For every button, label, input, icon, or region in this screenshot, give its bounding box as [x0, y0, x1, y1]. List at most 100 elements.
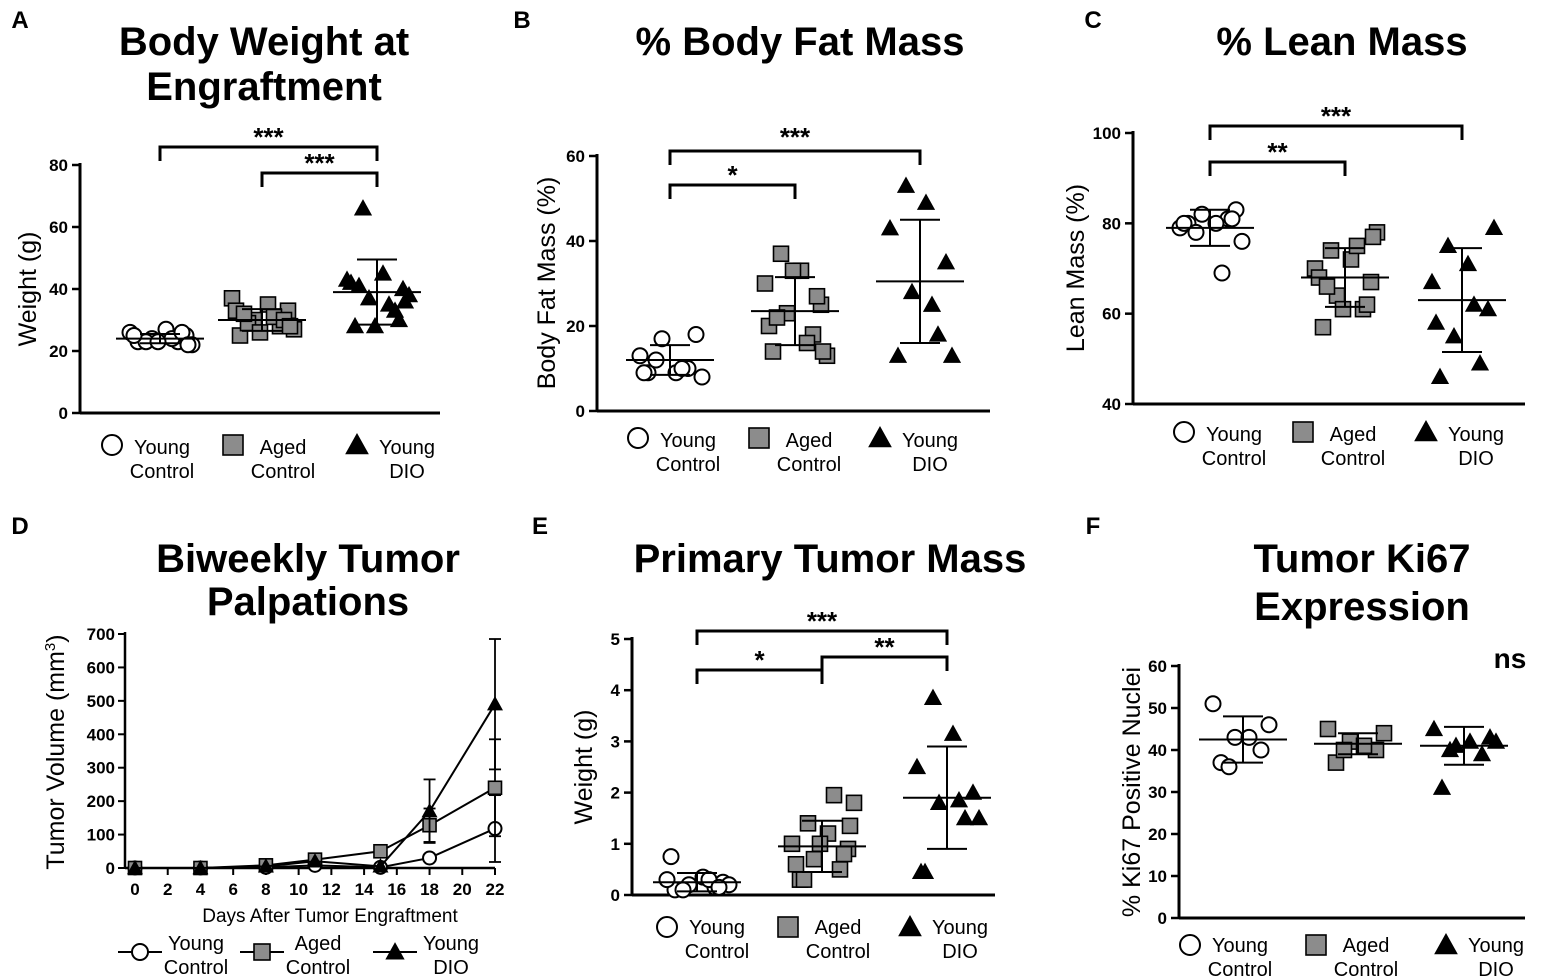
group-young-control	[626, 326, 714, 386]
legend-label: DIO	[389, 461, 425, 483]
group-aged-control	[1301, 224, 1389, 336]
y-tick-label: 4	[611, 681, 621, 700]
panel-label: B	[513, 7, 530, 34]
triangle-point	[928, 325, 948, 342]
legend-label: DIO	[912, 454, 948, 476]
group-young-control	[1199, 695, 1287, 776]
panel-label: C	[1084, 7, 1101, 34]
x-tick-label: 18	[420, 880, 439, 899]
triangle-point	[487, 696, 503, 711]
y-tick-label: 40	[1102, 395, 1121, 414]
legend-label: Young	[660, 430, 716, 452]
triangle-legend-icon	[385, 942, 405, 960]
significance-label: ***	[253, 122, 284, 152]
circle-point	[1252, 741, 1270, 759]
square-point	[768, 309, 786, 326]
legend-label: Young	[1206, 424, 1262, 446]
significance-bracket	[1208, 160, 1347, 176]
triangle-point	[1484, 218, 1504, 235]
panel-label: D	[11, 513, 28, 540]
significance-bracket	[1208, 124, 1464, 140]
significance-bracket	[668, 149, 922, 165]
legend-label: Aged	[815, 917, 862, 939]
square-point	[845, 794, 863, 812]
group-aged-control	[218, 289, 306, 344]
significance-bracket	[260, 171, 379, 187]
square-point	[831, 861, 849, 878]
triangle-point	[1438, 236, 1458, 254]
y-tick-label: 40	[566, 232, 585, 251]
square-point	[1335, 741, 1353, 759]
y-tick-label: 20	[566, 317, 585, 336]
legend-label: Control	[806, 941, 870, 963]
square-point	[373, 843, 388, 859]
square-point	[835, 845, 853, 863]
triangle-point	[949, 791, 969, 808]
square-point	[787, 855, 805, 873]
y-tick-label: 0	[1158, 909, 1167, 928]
square-point	[798, 334, 816, 352]
square-point	[799, 815, 817, 832]
circle-legend-icon	[131, 943, 149, 961]
legend-label: DIO	[1478, 959, 1514, 976]
legend-label: DIO	[942, 941, 978, 963]
legend-label: Control	[130, 461, 194, 483]
square-point	[784, 262, 802, 280]
y-axis-label: Body Fat Mass (%)	[533, 177, 561, 390]
y-tick-label: 1	[611, 835, 620, 854]
triangle-point	[1422, 272, 1442, 290]
circle-point	[1233, 232, 1251, 250]
legend-label: Control	[777, 454, 841, 476]
triangle-point	[888, 346, 908, 363]
y-tick-label: 20	[49, 342, 68, 361]
y-tick-label: 60	[49, 218, 68, 237]
triangle-point	[896, 176, 916, 193]
significance-label: **	[874, 632, 895, 662]
square-point	[281, 317, 299, 335]
triangle-point	[880, 218, 900, 236]
group-young-dio	[1418, 218, 1506, 384]
triangle-point	[1444, 326, 1464, 344]
y-tick-label: 0	[59, 404, 68, 423]
triangle-point	[955, 808, 975, 826]
legend-label: Young	[1448, 424, 1504, 446]
legend-label: Young	[423, 933, 479, 955]
triangle-point	[942, 346, 962, 363]
triangle-point	[1460, 732, 1480, 749]
panel-title: Palpations	[207, 580, 409, 624]
triangle-point	[359, 289, 379, 306]
triangle-point	[257, 858, 274, 873]
legend-label: DIO	[1458, 448, 1494, 470]
circle-point	[149, 333, 167, 351]
square-point	[814, 343, 832, 360]
y-tick-label: 300	[87, 759, 115, 778]
circle-point	[422, 850, 438, 866]
circle-point	[125, 327, 143, 344]
y-tick-label: 0	[106, 859, 115, 878]
x-tick-label: 20	[453, 880, 472, 899]
y-tick-label: 400	[87, 725, 115, 744]
triangle-point	[1472, 744, 1492, 762]
y-tick-label: 30	[1148, 783, 1167, 802]
square-point	[783, 835, 801, 853]
panel-B: B % Body Fat Mass Body Fat Mass (%) 0 20 40 60…	[513, 7, 990, 476]
significance-label: *	[754, 645, 765, 675]
legend-label: Control	[164, 957, 228, 976]
square-point	[841, 817, 859, 835]
square-point	[1358, 296, 1376, 313]
y-tick-label: 100	[87, 826, 115, 845]
group-young-dio	[876, 176, 964, 363]
circle-point	[658, 871, 676, 889]
square-point	[1364, 228, 1382, 246]
triangle-point	[916, 193, 936, 210]
panel-title: Expression	[1254, 585, 1470, 629]
legend-label: Control	[1208, 959, 1272, 976]
y-tick-label: 40	[49, 280, 68, 299]
y-tick-label: 0	[611, 886, 620, 905]
triangle-point	[353, 199, 373, 216]
triangle-point	[127, 859, 143, 875]
circle-point	[1260, 716, 1278, 734]
circle-point	[662, 848, 680, 866]
